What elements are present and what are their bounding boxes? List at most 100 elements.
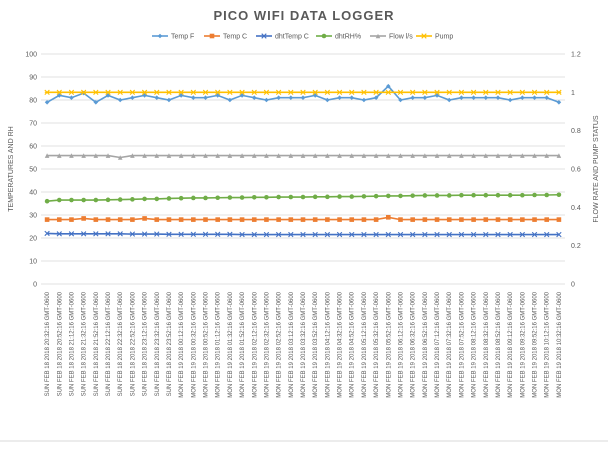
data-point xyxy=(349,194,355,199)
data-point xyxy=(495,231,501,238)
x-tick-label: MON FEB 19 2018 08:52:16 GMT-0600 xyxy=(496,291,502,397)
legend: Temp F Temp C dhtTemp C dhtRH% Flow l/s Pump xyxy=(152,33,453,41)
data-point xyxy=(361,153,367,158)
x-tick-label: MON FEB 19 2018 07:32:16 GMT-0600 xyxy=(447,291,453,397)
legend-label: dhtTemp C xyxy=(275,34,309,41)
data-point xyxy=(385,231,391,238)
series-flow-l-s xyxy=(44,153,562,160)
data-point xyxy=(556,89,562,96)
y-left-tick-label: 70 xyxy=(29,121,37,128)
data-point xyxy=(227,153,233,158)
data-point xyxy=(337,153,342,158)
data-point xyxy=(56,217,62,222)
data-point xyxy=(227,195,233,200)
data-point xyxy=(215,93,220,98)
data-point xyxy=(471,192,476,198)
y-axis-left-ticks: 0 10 20 30 40 50 60 70 80 90 100 xyxy=(25,52,37,289)
data-point xyxy=(178,195,184,201)
legend-swatch-marker xyxy=(157,33,163,39)
data-point xyxy=(422,153,428,158)
data-point xyxy=(142,196,147,202)
y-left-tick-label: 80 xyxy=(29,98,37,105)
data-point xyxy=(446,89,452,96)
data-point xyxy=(434,217,440,222)
x-tick-label: MON FEB 19 2018 04:52:16 GMT-0600 xyxy=(350,291,356,397)
data-point xyxy=(373,95,379,100)
data-point xyxy=(337,95,342,100)
data-point xyxy=(386,83,391,89)
data-point xyxy=(507,217,513,222)
x-tick-label: MON FEB 19 2018 04:32:16 GMT-0600 xyxy=(338,291,344,397)
data-point xyxy=(409,231,416,238)
data-point xyxy=(203,95,208,100)
data-point xyxy=(93,217,99,222)
data-point xyxy=(117,217,123,222)
data-point xyxy=(130,217,135,222)
data-point xyxy=(410,153,415,158)
y-right-tick-label: 0 xyxy=(571,282,575,289)
series-temp-c xyxy=(44,215,562,222)
data-point xyxy=(434,231,440,238)
data-point xyxy=(191,95,196,100)
data-point xyxy=(324,89,331,96)
x-tick-label: MON FEB 19 2018 07:12:16 GMT-0600 xyxy=(435,291,441,397)
data-point xyxy=(117,197,123,202)
data-point xyxy=(325,97,330,103)
data-point xyxy=(56,89,62,96)
data-point xyxy=(361,194,367,199)
data-point xyxy=(495,89,501,96)
data-point xyxy=(532,217,537,222)
y-left-tick-label: 30 xyxy=(29,213,37,220)
chart-title: PICO WIFI DATA LOGGER xyxy=(213,8,394,23)
data-point xyxy=(80,231,87,237)
data-point xyxy=(483,217,489,222)
data-point xyxy=(409,89,416,96)
data-point xyxy=(386,215,391,220)
x-tick-label: MON FEB 19 2018 01:12:16 GMT-0600 xyxy=(216,291,222,397)
data-point xyxy=(495,192,501,198)
data-point xyxy=(288,194,294,200)
x-tick-label: MON FEB 19 2018 05:32:16 GMT-0600 xyxy=(374,291,380,397)
data-point xyxy=(69,217,74,222)
data-point xyxy=(93,231,99,237)
data-point xyxy=(312,194,318,200)
x-tick-label: MON FEB 19 2018 06:32:16 GMT-0600 xyxy=(411,291,417,397)
x-tick-label: MON FEB 19 2018 10:12:16 GMT-0600 xyxy=(545,291,551,397)
y-left-tick-label: 10 xyxy=(29,259,37,266)
data-point xyxy=(142,153,147,158)
data-point xyxy=(288,231,294,238)
data-point xyxy=(44,230,50,237)
data-point xyxy=(117,89,123,96)
y-right-tick-label: 0.4 xyxy=(571,205,581,212)
data-point xyxy=(434,153,440,158)
x-tick-label: MON FEB 19 2018 02:52:16 GMT-0600 xyxy=(277,291,283,397)
data-point xyxy=(130,197,135,202)
data-point xyxy=(129,231,136,237)
data-point xyxy=(422,231,428,238)
data-point xyxy=(349,153,355,158)
data-point xyxy=(69,197,74,203)
data-point xyxy=(336,231,343,238)
data-point xyxy=(56,197,62,203)
data-point xyxy=(215,195,220,201)
data-point xyxy=(446,193,452,198)
data-point xyxy=(276,153,281,158)
data-point xyxy=(519,231,526,238)
data-point xyxy=(300,194,306,200)
legend-swatch-marker xyxy=(421,33,427,39)
data-point xyxy=(495,95,501,100)
data-point xyxy=(312,231,318,238)
gridlines xyxy=(41,53,565,285)
y-left-tick-label: 40 xyxy=(29,190,37,197)
data-point xyxy=(166,97,172,103)
data-point xyxy=(495,217,501,222)
data-point xyxy=(398,193,403,199)
x-tick-label: MON FEB 19 2018 00:32:16 GMT-0600 xyxy=(191,291,197,397)
data-point xyxy=(544,217,550,222)
data-point xyxy=(105,217,111,222)
data-point xyxy=(117,231,123,237)
legend-swatch-marker xyxy=(261,33,267,39)
data-point xyxy=(166,89,172,96)
legend-label: Pump xyxy=(435,34,453,41)
x-tick-label: MON FEB 19 2018 01:52:16 GMT-0600 xyxy=(240,291,246,397)
